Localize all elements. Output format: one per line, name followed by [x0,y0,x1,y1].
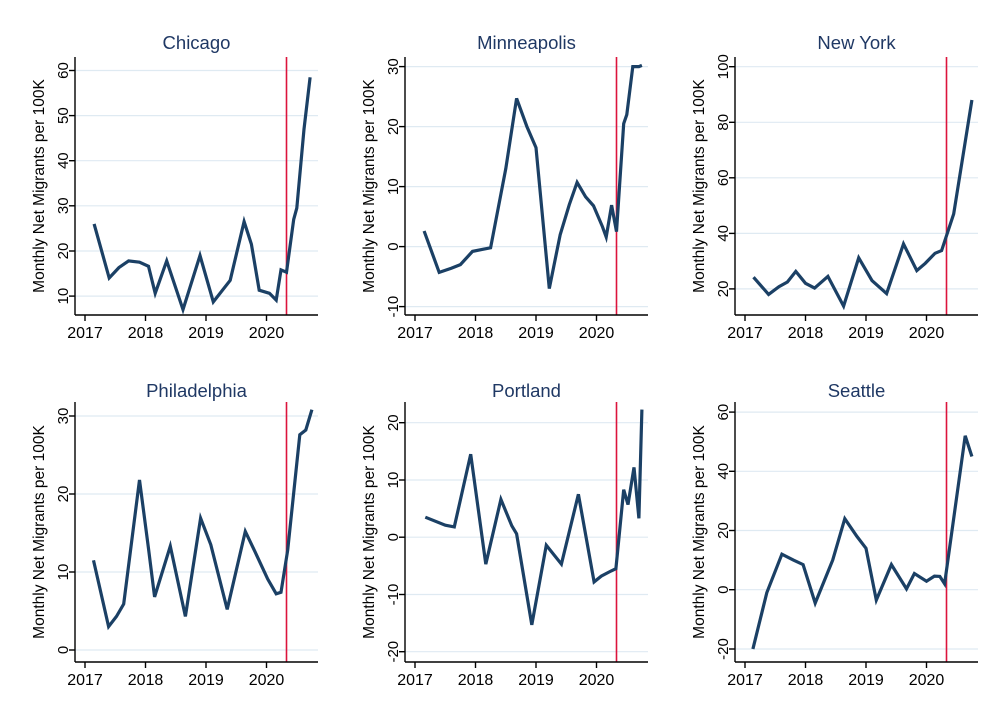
y-tick-label: 0 [385,242,402,250]
x-tick-label: 2018 [458,672,494,689]
y-tick-label: 0 [55,646,72,654]
y-tick-label: 100 [715,54,732,79]
y-tick-label: 10 [385,472,402,489]
y-tick-label: 50 [55,107,72,124]
y-axis-title: Monthly Net Migrants per 100K [691,425,708,639]
panel-title: New York [817,32,896,53]
chart-seattle: -20 0 20 40 60 2017 2018 2019 2020 Monthly Net Mi… [691,380,978,689]
panel-title: Chicago [163,32,231,53]
y-tick-label: 30 [55,197,72,214]
x-tick-label: 2019 [518,672,554,689]
series-line-philadelphia [91,409,314,631]
y-tick-label: 30 [55,408,72,425]
y-tick-label: 20 [385,118,402,135]
y-tick-label: 20 [715,281,732,298]
panel-minneapolis: -10 0 10 20 30 2017 2018 2019 2020 Monthly Net Mi… [330,0,660,360]
y-tick-label: 40 [715,225,732,242]
x-tick-label: 2020 [579,325,615,342]
y-tick-label: 20 [55,243,72,260]
panel-philadelphia: 0 10 20 30 2017 2018 2019 2020 Monthly Net Migra… [0,360,330,721]
series-line-seattle [751,435,974,650]
y-tick-label: 60 [55,62,72,79]
y-tick-label: 20 [385,414,402,431]
y-tick-label: 20 [55,486,72,503]
y-tick-label: 30 [385,58,402,75]
y-tick-label: -10 [385,296,402,318]
series-line-portland [424,409,644,626]
y-axis-title: Monthly Net Migrants per 100K [31,425,48,639]
x-tick-label: 2018 [788,325,824,342]
panel-new-york: 20 40 60 80 100 2017 2018 2019 2020 Monthly Net M… [660,0,991,360]
x-tick-label: 2020 [909,325,945,342]
chart-philadelphia: 0 10 20 30 2017 2018 2019 2020 Monthly Net Migra… [31,380,318,689]
y-tick-label: -20 [385,641,402,663]
x-tick-label: 2017 [727,672,763,689]
x-tick-label: 2020 [909,672,945,689]
y-axis-title: Monthly Net Migrants per 100K [691,79,708,293]
x-tick-label: 2019 [848,325,884,342]
panel-title: Philadelphia [146,380,248,401]
y-tick-label: 80 [715,114,732,131]
y-tick-label: -20 [715,638,732,660]
x-tick-label: 2018 [788,672,824,689]
x-tick-label: 2018 [128,672,164,689]
panel-seattle: -20 0 20 40 60 2017 2018 2019 2020 Monthly Net Mi… [660,360,991,721]
x-tick-label: 2017 [67,325,103,342]
x-tick-label: 2017 [397,325,433,342]
x-tick-label: 2019 [188,672,224,689]
x-tick-label: 2018 [128,325,164,342]
panel-chicago: 10 20 30 40 50 60 2017 2018 2019 2020 Monthly Net … [0,0,330,360]
x-tick-label: 2018 [458,325,494,342]
chart-chicago: 10 20 30 40 50 60 2017 2018 2019 2020 Monthly Net … [31,32,318,342]
series-line-new-york [752,99,974,311]
x-tick-label: 2017 [67,672,103,689]
x-tick-label: 2017 [397,672,433,689]
y-tick-label: 40 [55,152,72,169]
y-tick-label: 60 [715,169,732,186]
x-tick-label: 2020 [249,325,285,342]
x-tick-label: 2020 [579,672,615,689]
y-tick-label: 20 [715,522,732,539]
panel-title: Seattle [828,380,886,401]
y-axis-title: Monthly Net Migrants per 100K [31,79,48,293]
y-tick-label: 40 [715,463,732,480]
y-tick-label: 10 [55,288,72,305]
y-tick-label: 60 [715,404,732,421]
y-axis-title: Monthly Net Migrants per 100K [361,425,378,639]
panel-title: Portland [492,380,561,401]
panel-title: Minneapolis [477,32,576,53]
x-tick-label: 2019 [188,325,224,342]
y-axis-title: Monthly Net Migrants per 100K [361,79,378,293]
y-tick-label: 10 [385,178,402,195]
chart-portland: -20 -10 0 10 20 2017 2018 2019 2020 Monthly Net M… [361,380,648,689]
chart-new-york: 20 40 60 80 100 2017 2018 2019 2020 Monthly Net M… [691,32,978,342]
y-tick-label: 0 [715,586,732,594]
y-tick-label: 10 [55,564,72,581]
panel-portland: -20 -10 0 10 20 2017 2018 2019 2020 Monthly Net M… [330,360,660,721]
y-tick-label: -10 [385,584,402,606]
x-tick-label: 2019 [518,325,554,342]
series-line-chicago [92,77,312,315]
x-tick-label: 2019 [848,672,884,689]
chart-minneapolis: -10 0 10 20 30 2017 2018 2019 2020 Monthly Net Mi… [361,32,648,342]
x-tick-label: 2020 [249,672,285,689]
y-tick-label: 0 [385,533,402,541]
series-line-minneapolis [422,63,643,289]
x-tick-label: 2017 [727,325,763,342]
